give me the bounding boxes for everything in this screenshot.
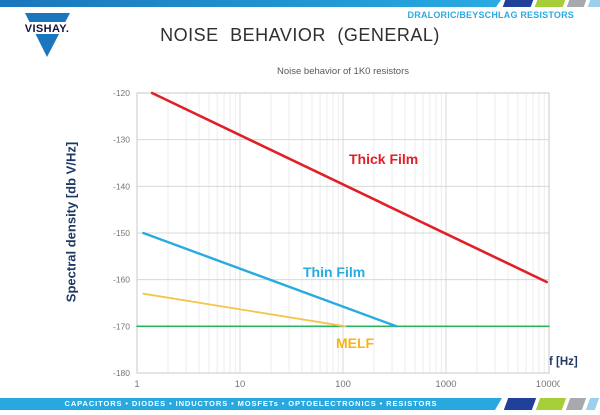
svg-text:-170: -170 bbox=[113, 321, 130, 331]
svg-text:1: 1 bbox=[134, 379, 139, 388]
svg-text:-180: -180 bbox=[113, 368, 130, 378]
svg-text:-120: -120 bbox=[113, 88, 130, 98]
footer-segment-gray bbox=[565, 398, 587, 410]
page-title: NOISE BEHAVIOR (GENERAL) bbox=[160, 25, 440, 45]
series-label-melf: MELF bbox=[336, 335, 375, 351]
series-label-thick-film: Thick Film bbox=[349, 151, 419, 167]
doc-label: DRALORIC/BEYSCHLAG RESISTORS bbox=[407, 10, 574, 20]
header-brand-bar bbox=[0, 0, 501, 7]
x-axis-title: f [Hz] bbox=[549, 356, 578, 368]
header-segment-lime bbox=[534, 0, 566, 7]
vishay-logo-text: VISHAY. bbox=[25, 23, 70, 35]
svg-text:-160: -160 bbox=[113, 275, 130, 285]
chart-title: Noise behavior of 1K0 resistors bbox=[276, 66, 409, 77]
footer-segment-navy bbox=[503, 398, 537, 410]
svg-text:-130: -130 bbox=[113, 135, 130, 145]
svg-text:-140: -140 bbox=[113, 181, 130, 191]
footer-segment-paleblue bbox=[585, 398, 600, 410]
footer-product-bar: CAPACITORS • DIODES • INDUCTORS • MOSFET… bbox=[0, 398, 502, 410]
header-segment-paleblue bbox=[587, 0, 600, 7]
y-axis-title: Spectral density [db V/Hz] bbox=[63, 141, 79, 303]
svg-text:10000: 10000 bbox=[536, 379, 560, 388]
noise-chart: -120 -130 -140 -150 -160 -170 -180 1 10 100 1000 10… bbox=[113, 88, 562, 390]
svg-text:-150: -150 bbox=[113, 228, 130, 238]
header-segment-gray bbox=[566, 0, 587, 7]
svg-text:10: 10 bbox=[235, 379, 246, 388]
svg-text:100: 100 bbox=[335, 379, 351, 388]
svg-text:1000: 1000 bbox=[435, 379, 456, 388]
chart-area: -120 -130 -140 -150 -160 -170 -180 1 10 100 1000 10… bbox=[100, 88, 562, 390]
vishay-logo: VISHAY. bbox=[20, 13, 74, 57]
footer-segment-lime bbox=[535, 398, 567, 410]
header-segment-navy bbox=[502, 0, 534, 7]
series-label-thin-film: Thin Film bbox=[303, 264, 366, 280]
